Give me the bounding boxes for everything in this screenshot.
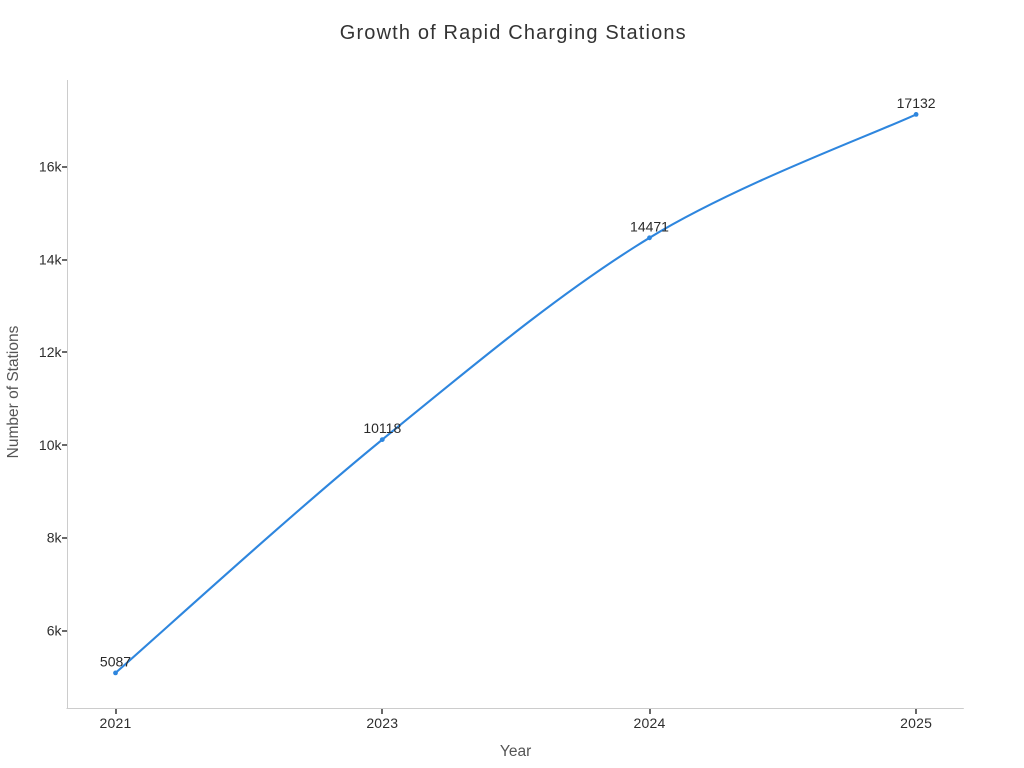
svg-text:2023: 2023 (366, 715, 398, 731)
svg-text:Year: Year (500, 743, 531, 760)
svg-text:Number of Stations: Number of Stations (5, 325, 22, 458)
svg-text:2021: 2021 (100, 715, 132, 731)
svg-text:6k: 6k (47, 622, 63, 638)
svg-text:12k: 12k (39, 344, 63, 360)
svg-text:8k: 8k (47, 530, 63, 546)
svg-text:17132: 17132 (897, 95, 936, 111)
svg-text:16k: 16k (39, 159, 63, 175)
svg-text:2024: 2024 (634, 715, 666, 731)
svg-text:14471: 14471 (630, 218, 669, 234)
svg-text:2025: 2025 (900, 715, 932, 731)
svg-text:10118: 10118 (363, 420, 401, 436)
svg-text:14k: 14k (39, 251, 63, 267)
svg-text:5087: 5087 (100, 654, 131, 670)
svg-text:10k: 10k (39, 437, 63, 453)
svg-text:Growth of Rapid Charging Stati: Growth of Rapid Charging Stations (340, 22, 687, 44)
